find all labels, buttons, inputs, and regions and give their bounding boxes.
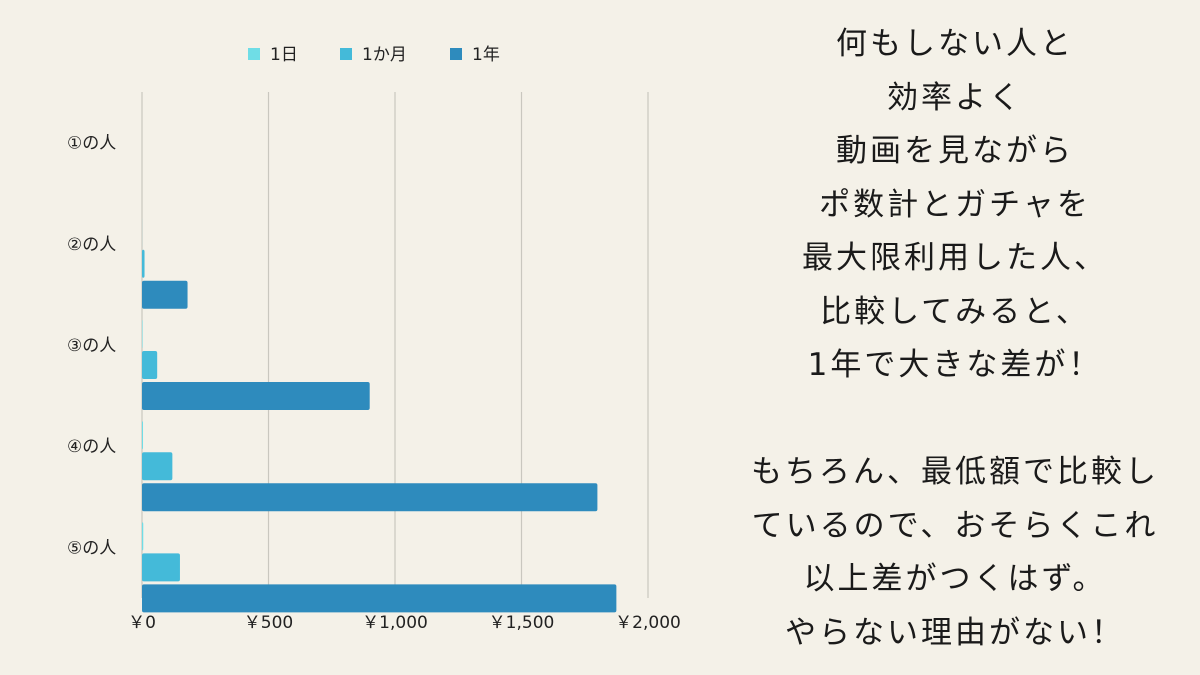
bar-1day: [142, 421, 144, 450]
message-line: 比較してみると、: [820, 293, 1090, 330]
message-line: 最大限利用した人、: [802, 240, 1108, 276]
message-line: 効率よく: [887, 79, 1023, 116]
message-line: 何もしない人と: [836, 26, 1074, 62]
legend-label: 1か月: [362, 45, 407, 65]
message-spacer: [720, 393, 1190, 447]
legend-label: 1日: [270, 45, 298, 65]
legend-swatch: [450, 48, 462, 60]
category-label: ①の人: [67, 134, 116, 154]
message-text: 何もしない人と 効率よく 動画を見ながら ポ数計とガチャを 最大限利用した人、 …: [720, 18, 1190, 660]
bar-1year: [142, 280, 188, 309]
legend-label: 1年: [472, 45, 500, 65]
legend-swatch: [340, 48, 352, 60]
bar-chart: ￥0 ￥500 ￥1,000 ￥1,500 ￥2,000 ①の人 ②の人 ③の人 ④の人 ⑤の人 1…: [67, 45, 681, 633]
category-label: ④の人: [67, 437, 116, 457]
x-tick-label: ￥1,500: [489, 613, 555, 633]
category-label: ⑤の人: [67, 538, 116, 558]
bar-1month: [142, 351, 158, 379]
message-line: ポ数計とガチャを: [819, 186, 1091, 223]
message-line: やらない理由がない！: [785, 614, 1125, 651]
bar-1month: [142, 452, 173, 481]
bar-1year: [142, 382, 370, 410]
message-line: 1年で大きな差が！: [807, 347, 1103, 383]
bar-1year: [142, 483, 598, 512]
x-tick-label: ￥0: [128, 613, 156, 633]
message-line: ているので、おそらくこれ: [751, 507, 1159, 544]
bar-1month: [142, 553, 180, 582]
message-line: 動画を見ながら: [836, 133, 1074, 169]
bar-1year: [142, 584, 617, 613]
message-line: もちろん、最低額で比較し: [751, 454, 1159, 490]
message-line: 以上差がつくはず。: [803, 561, 1107, 597]
x-tick-label: ￥2,000: [615, 613, 681, 633]
bar-1day: [142, 522, 144, 551]
legend-swatch: [248, 48, 260, 60]
x-tick-label: ￥500: [244, 613, 293, 633]
bar-1month: [142, 249, 145, 278]
category-label: ②の人: [67, 235, 116, 255]
category-label: ③の人: [67, 336, 116, 356]
x-tick-label: ￥1,000: [362, 613, 428, 633]
chart-canvas: ￥0 ￥500 ￥1,000 ￥1,500 ￥2,000 ①の人 ②の人 ③の人 ④の人 ⑤の人 1…: [67, 45, 681, 633]
bar-1day: [142, 320, 143, 348]
